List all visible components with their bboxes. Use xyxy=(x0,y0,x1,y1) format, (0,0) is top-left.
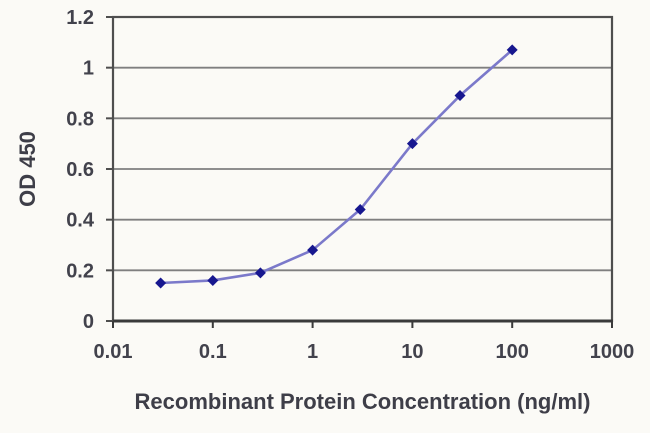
series-line xyxy=(159,48,514,285)
data-point xyxy=(406,138,418,150)
data-point xyxy=(454,90,466,102)
series-layer xyxy=(155,44,518,289)
data-point xyxy=(307,244,319,256)
x-tick-label: 1000 xyxy=(590,341,635,363)
x-axis-title: Recombinant Protein Concentration (ng/ml… xyxy=(135,389,591,414)
y-tick-label: 1 xyxy=(83,58,94,80)
data-point xyxy=(207,274,219,286)
y-axis-ticks: 0 0.2 0.4 0.6 0.8 1 1.2 xyxy=(66,7,113,333)
x-tick-label: 0.1 xyxy=(199,341,227,363)
x-tick-label: 10 xyxy=(401,341,423,363)
y-gridlines xyxy=(113,66,612,272)
x-tick-label: 1 xyxy=(307,341,318,363)
y-tick-label: 0.4 xyxy=(66,210,95,232)
y-tick-label: 0.6 xyxy=(66,159,94,181)
y-tick-label: 0 xyxy=(83,311,94,333)
data-point xyxy=(155,277,167,289)
x-tick-label: 0.01 xyxy=(94,341,133,363)
x-tick-label: 100 xyxy=(496,341,529,363)
x-axis-ticks: 0.01 0.1 1 10 100 1000 xyxy=(94,321,635,363)
y-tick-label: 0.2 xyxy=(66,260,94,282)
y-tick-label: 1.2 xyxy=(66,7,94,29)
data-point xyxy=(254,267,266,279)
data-point xyxy=(354,204,366,216)
data-point xyxy=(506,44,518,56)
y-tick-label: 0.8 xyxy=(66,108,94,130)
y-axis-title: OD 450 xyxy=(15,131,40,207)
